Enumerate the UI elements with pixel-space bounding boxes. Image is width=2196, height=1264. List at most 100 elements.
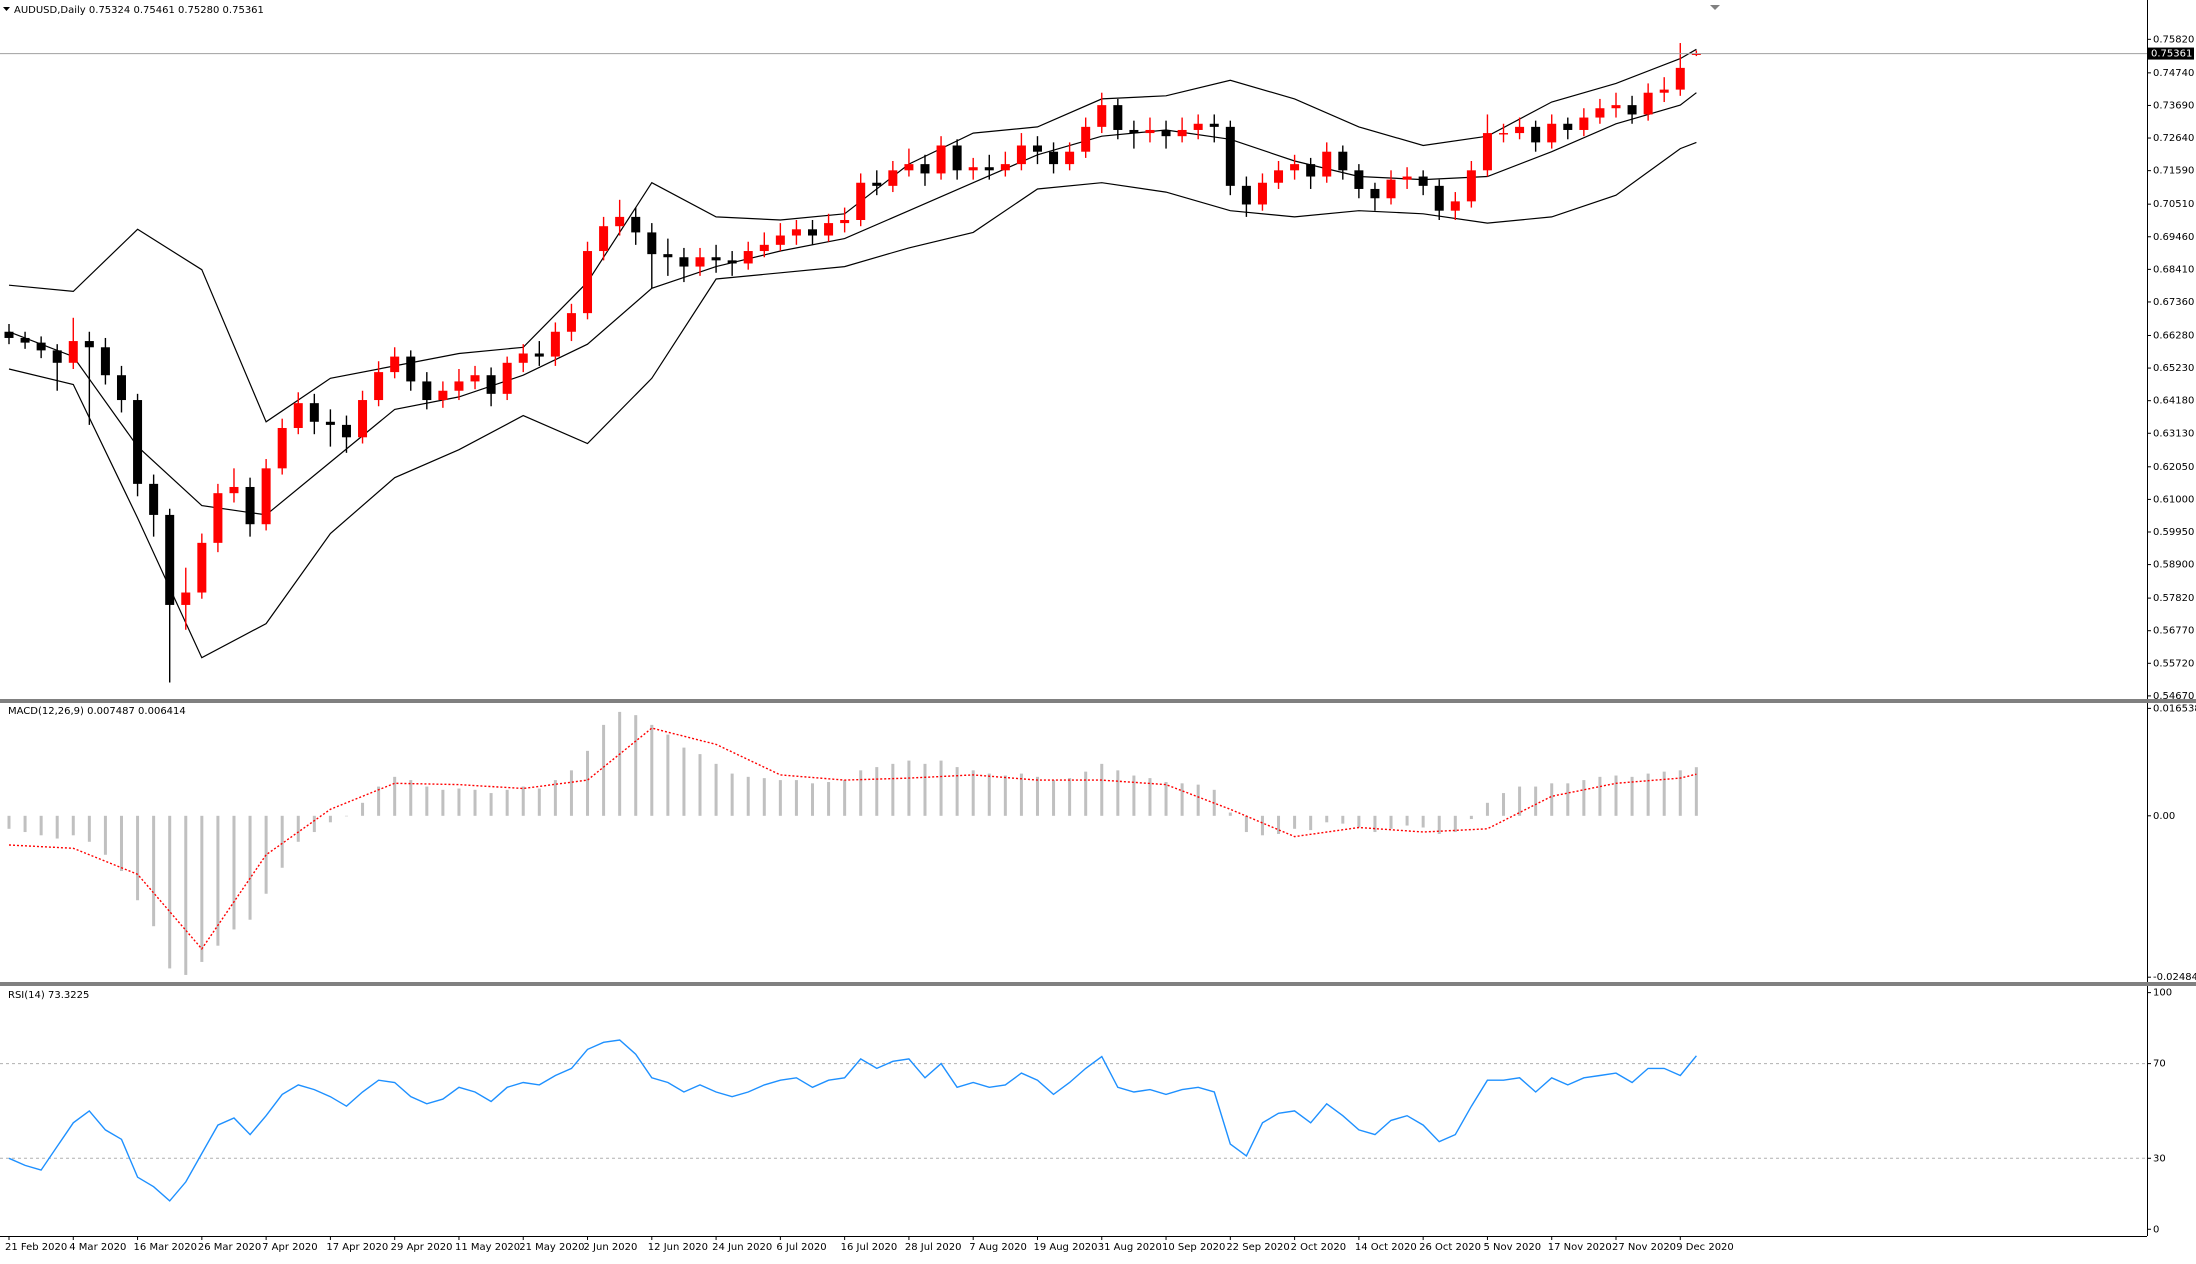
macd-bar (505, 789, 509, 816)
candle-body (1016, 145, 1026, 165)
candle-body (775, 235, 785, 245)
x-tick-label: 2 Jun 2020 (584, 1242, 638, 1253)
macd-bar (987, 773, 991, 816)
candle-body (566, 313, 576, 332)
x-tick-label: 31 Aug 2020 (1098, 1242, 1162, 1253)
candle-body (454, 381, 464, 391)
candle-body (599, 226, 609, 252)
shift-marker[interactable] (1710, 5, 1720, 10)
x-tick-label: 26 Oct 2020 (1419, 1242, 1481, 1253)
candle-body (615, 216, 625, 227)
macd-bar (1630, 776, 1634, 816)
macd-bar (1662, 771, 1666, 816)
candle-body (631, 216, 641, 233)
candle-body (727, 260, 737, 264)
low-value: 0.75280 (178, 5, 219, 16)
macd-bar (409, 780, 413, 816)
x-tick-label: 29 Apr 2020 (391, 1242, 453, 1253)
candle-body (1547, 123, 1557, 143)
macd-bar (1019, 773, 1023, 816)
macd-bar (248, 815, 252, 920)
macd-bar (827, 782, 831, 816)
macd-bar (1180, 783, 1184, 816)
y-tick-label: 0.67360 (2153, 297, 2194, 308)
x-tick-label: 17 Nov 2020 (1548, 1242, 1612, 1253)
candle-body (1354, 170, 1364, 189)
macd-signal (8, 727, 1697, 951)
candle-body (711, 257, 721, 261)
x-tick-label: 9 Dec 2020 (1676, 1242, 1734, 1253)
candle-body (438, 390, 448, 401)
macd-bar (971, 770, 975, 816)
candle-body (52, 350, 62, 363)
candle-body (165, 514, 175, 605)
macd-bar (1228, 812, 1232, 816)
pane-separator (0, 699, 2196, 703)
macd-bar (537, 788, 541, 816)
macd-bar (1357, 815, 1361, 828)
macd-bar (441, 789, 445, 816)
macd-bar (1502, 793, 1506, 816)
y-tick-label: 0.73690 (2153, 100, 2194, 111)
macd-bar (87, 815, 91, 842)
macd-bar (602, 724, 606, 816)
candle-body (116, 375, 126, 401)
candle-body (1338, 151, 1348, 171)
macd-bar (634, 715, 638, 816)
candle-body (1627, 105, 1637, 115)
macd-bar (553, 780, 557, 816)
candle-body (486, 375, 496, 394)
candle-body (1274, 170, 1284, 183)
candle-body (325, 421, 335, 425)
macd-bar (1566, 783, 1570, 816)
macd-bar (1485, 802, 1489, 816)
macd-bar (1646, 773, 1650, 816)
macd-bar (489, 793, 493, 816)
macd-bar (955, 767, 959, 816)
macd-bar (650, 724, 654, 816)
macd-bar (1534, 786, 1538, 816)
macd-bar (1550, 783, 1554, 816)
macd-bar (1309, 815, 1313, 831)
macd-bar (698, 754, 702, 816)
candle-body (422, 381, 432, 401)
candle-body (1193, 123, 1203, 130)
candle-body (759, 244, 769, 252)
macd-bar (1260, 815, 1264, 836)
candle-body (1675, 67, 1685, 90)
macd-bar (1116, 770, 1120, 816)
macd-bar (1277, 815, 1281, 834)
candle-body (856, 182, 866, 220)
macd-bar (103, 815, 107, 855)
y-tick-label: 0.016538 (2153, 703, 2196, 714)
candle-body (245, 486, 255, 525)
menu-triangle[interactable] (3, 7, 10, 11)
macd-bar (875, 767, 879, 816)
x-tick-label: 6 Jul 2020 (776, 1242, 826, 1253)
macd-bar (1293, 815, 1297, 829)
candle-body (1659, 89, 1669, 93)
macd-bar (39, 815, 43, 836)
macd-bar (762, 778, 766, 816)
macd-bar (1614, 775, 1618, 816)
candle-body (36, 342, 46, 351)
close-value: 0.75361 (223, 5, 264, 16)
macd-bar (457, 788, 461, 816)
candle-body (84, 341, 94, 348)
macd-bar (843, 780, 847, 816)
macd-bar (794, 780, 798, 816)
macd-bar (666, 734, 670, 816)
candle-body (309, 403, 319, 422)
open-value: 0.75324 (89, 5, 130, 16)
y-tick-label: 0.64180 (2153, 396, 2194, 407)
x-tick-label: 7 Apr 2020 (262, 1242, 317, 1253)
candle-body (20, 337, 30, 343)
macd-bar (152, 815, 156, 927)
candle-body (406, 356, 416, 382)
candle-body (1257, 182, 1267, 205)
y-tick-label: 0.62050 (2153, 462, 2194, 473)
macd-bar (1003, 775, 1007, 816)
x-tick-label: 26 Mar 2020 (198, 1242, 261, 1253)
